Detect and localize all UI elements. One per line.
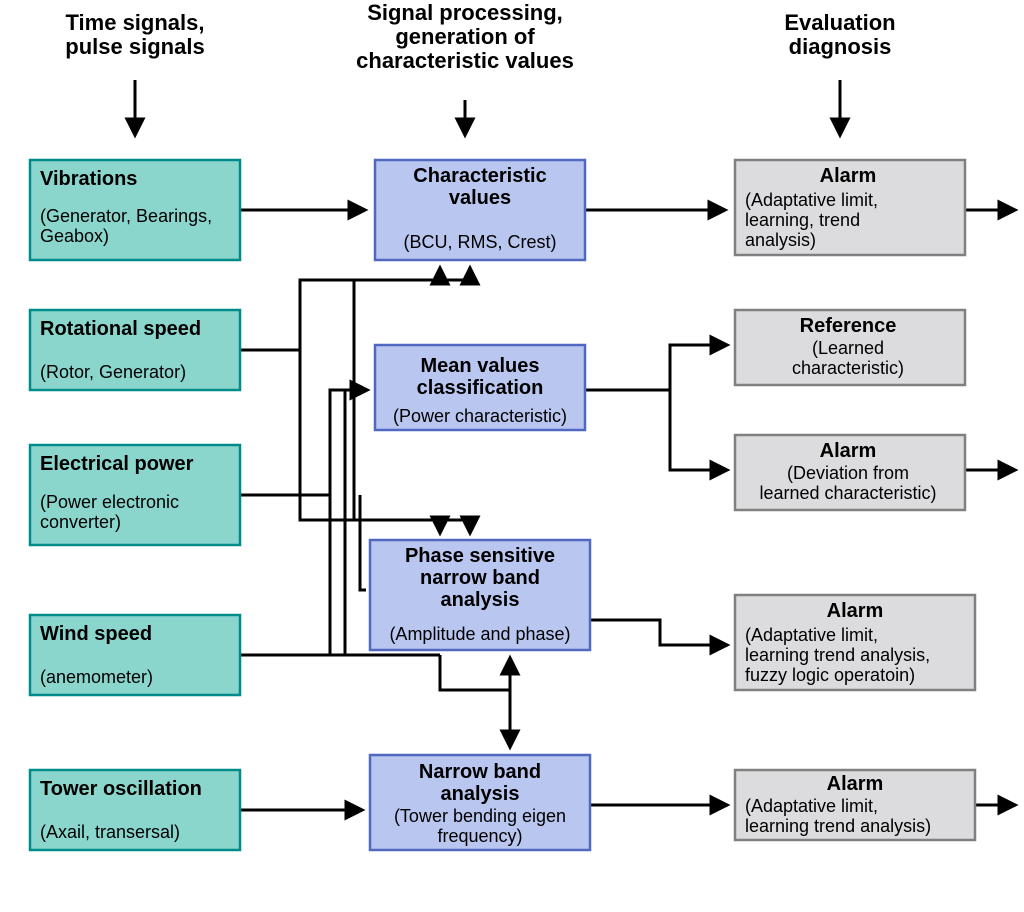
node-alarm2: Alarm(Deviation fromlearned characterist… <box>735 435 965 510</box>
node-title-phase_sens-0: Phase sensitive <box>405 545 555 567</box>
node-sub-elec_power-1: converter) <box>40 512 121 532</box>
node-reference: Reference(Learnedcharacteristic) <box>735 310 965 385</box>
node-elec_power: Electrical power (Power electronicconvert… <box>30 445 240 545</box>
node-title-phase_sens-2: analysis <box>441 589 520 611</box>
node-title-mean_values-0: Mean values <box>421 355 540 377</box>
node-mean_values: Mean valuesclassification (Power characte… <box>375 345 585 430</box>
node-sub-mean_values-0: (Power characteristic) <box>393 406 567 426</box>
edge-7 <box>440 655 510 690</box>
node-sub-narrow_band-1: frequency) <box>437 826 522 846</box>
node-title-alarm4: Alarm <box>827 773 884 795</box>
node-rot_speed: Rotational speed (Rotor, Generator) <box>30 310 240 390</box>
node-title-reference: Reference <box>800 315 897 337</box>
node-sub-rot_speed-0: (Rotor, Generator) <box>40 362 186 382</box>
node-title-phase_sens-1: narrow band <box>420 567 540 589</box>
header-col2-line0: Signal processing, <box>367 0 563 25</box>
edge-12 <box>360 495 366 590</box>
node-sub-alarm3-2: fuzzy logic operatoin) <box>745 665 915 685</box>
node-title-mean_values-1: classification <box>417 377 544 399</box>
edge-16 <box>670 390 727 470</box>
node-title-rot_speed: Rotational speed <box>40 318 201 340</box>
header-col1-line1: pulse signals <box>65 34 204 59</box>
node-sub-reference-1: characteristic) <box>792 358 904 378</box>
header-col1-line0: Time signals, <box>66 10 205 35</box>
node-sub-tower_osc-0: (Axail, transersal) <box>40 822 180 842</box>
node-phase_sens: Phase sensitivenarrow bandanalysis (Ampli… <box>370 540 590 650</box>
node-title-wind_speed: Wind speed <box>40 623 152 645</box>
node-sub-alarm2-0: (Deviation from <box>787 463 909 483</box>
node-sub-alarm1-0: (Adaptative limit, <box>745 190 878 210</box>
edge-15 <box>585 345 727 390</box>
node-title-tower_osc: Tower oscillation <box>40 778 202 800</box>
node-alarm1: Alarm (Adaptative limit,learning, trendan… <box>735 160 965 255</box>
edge-18 <box>590 620 727 645</box>
node-title-alarm2: Alarm <box>820 440 877 462</box>
node-sub-alarm3-0: (Adaptative limit, <box>745 625 878 645</box>
node-alarm4: Alarm(Adaptative limit,learning trend an… <box>735 770 975 840</box>
edge-10 <box>345 390 367 655</box>
node-alarm3: Alarm (Adaptative limit,learning trend an… <box>735 595 975 690</box>
header-col3-line1: diagnosis <box>789 34 892 59</box>
node-sub-phase_sens-0: (Amplitude and phase) <box>389 624 570 644</box>
header-col2-line1: generation of <box>395 24 535 49</box>
node-tower_osc: Tower oscillation (Axail, transersal) <box>30 770 240 850</box>
node-sub-alarm2-1: learned characteristic) <box>759 483 936 503</box>
flow-diagram: Vibrations (Generator, Bearings,Geabox) Ro… <box>0 0 1024 912</box>
node-title-narrow_band-0: Narrow band <box>419 761 541 783</box>
node-char_values: Characteristicvalues (BCU, RMS, Crest) <box>375 160 585 260</box>
node-sub-alarm4-1: learning trend analysis) <box>745 816 931 836</box>
node-title-alarm3: Alarm <box>827 600 884 622</box>
node-sub-narrow_band-0: (Tower bending eigen <box>394 806 566 826</box>
node-title-vibrations: Vibrations <box>40 168 137 190</box>
header-col2-line2: characteristic values <box>356 48 574 73</box>
node-sub-reference-0: (Learned <box>812 338 884 358</box>
node-sub-alarm1-2: analysis) <box>745 230 816 250</box>
node-sub-wind_speed-0: (anemometer) <box>40 667 153 687</box>
node-narrow_band: Narrow bandanalysis(Tower bending eigenf… <box>370 755 590 850</box>
node-sub-alarm1-1: learning, trend <box>745 210 860 230</box>
node-sub-alarm3-1: learning trend analysis, <box>745 645 930 665</box>
edge-5 <box>240 390 367 495</box>
node-sub-vibrations-0: (Generator, Bearings, <box>40 206 212 226</box>
node-wind_speed: Wind speed (anemometer) <box>30 615 240 695</box>
node-title-char_values-0: Characteristic <box>413 165 546 187</box>
node-sub-elec_power-0: (Power electronic <box>40 492 179 512</box>
node-sub-char_values-0: (BCU, RMS, Crest) <box>404 232 557 252</box>
node-sub-alarm4-0: (Adaptative limit, <box>745 796 878 816</box>
node-title-elec_power: Electrical power <box>40 453 194 475</box>
node-sub-vibrations-1: Geabox) <box>40 226 109 246</box>
node-title-narrow_band-1: analysis <box>441 783 520 805</box>
edge-14 <box>354 495 470 533</box>
node-title-alarm1: Alarm <box>820 165 877 187</box>
node-title-char_values-1: values <box>449 187 511 209</box>
header-col3-line0: Evaluation <box>784 10 895 35</box>
node-vibrations: Vibrations (Generator, Bearings,Geabox) <box>30 160 240 260</box>
